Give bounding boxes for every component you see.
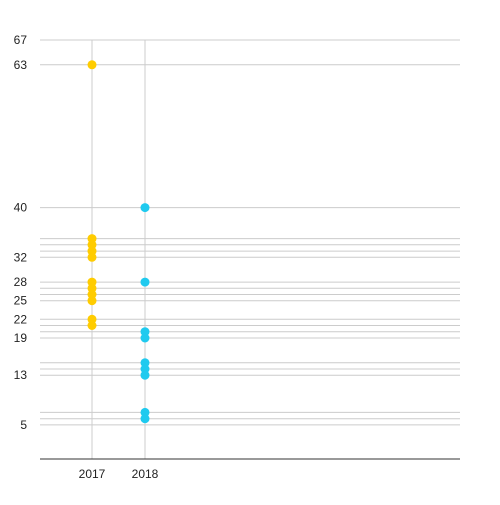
point-2018-15 bbox=[140, 358, 150, 368]
point-2018-13 bbox=[140, 370, 150, 380]
point-2017-33 bbox=[87, 246, 97, 256]
point-2017-34 bbox=[87, 240, 97, 250]
point-2018-20 bbox=[140, 327, 150, 337]
y-tick-label: 13 bbox=[14, 368, 28, 382]
y-tick-label: 63 bbox=[14, 58, 28, 72]
point-2018-7 bbox=[140, 407, 150, 417]
point-2017-32 bbox=[87, 252, 97, 262]
point-2017-35 bbox=[87, 234, 97, 244]
y-tick-label: 40 bbox=[14, 201, 28, 215]
y-tick-label: 5 bbox=[20, 418, 27, 432]
point-2017-63 bbox=[87, 60, 97, 70]
y-tick-label: 28 bbox=[14, 275, 28, 289]
tick-labels: 5 13 19 22 25 28 32 40 63 67 2017 2018 bbox=[14, 33, 159, 481]
point-2017-27 bbox=[87, 283, 97, 293]
point-2018-28 bbox=[140, 277, 150, 287]
y-tick-label: 19 bbox=[14, 331, 28, 345]
x-tick-label-2017: 2017 bbox=[79, 467, 106, 481]
y-tick-label: 32 bbox=[14, 250, 28, 264]
point-2017-21 bbox=[87, 321, 97, 330]
point-2018-40 bbox=[140, 203, 150, 213]
point-2018-6 bbox=[140, 414, 150, 424]
point-2017-28 bbox=[87, 277, 97, 287]
point-2017-22 bbox=[87, 314, 97, 324]
y-tick-label: 22 bbox=[14, 312, 28, 326]
point-2017-26 bbox=[87, 290, 97, 299]
grid-lines bbox=[40, 39, 460, 459]
data-points bbox=[87, 60, 150, 424]
y-tick-label: 25 bbox=[14, 294, 28, 308]
point-2018-19 bbox=[140, 333, 150, 343]
point-2018-14 bbox=[140, 364, 150, 374]
y-tick-label: 67 bbox=[14, 33, 28, 47]
x-tick-label-2018: 2018 bbox=[132, 467, 159, 481]
point-2017-25 bbox=[87, 296, 97, 306]
